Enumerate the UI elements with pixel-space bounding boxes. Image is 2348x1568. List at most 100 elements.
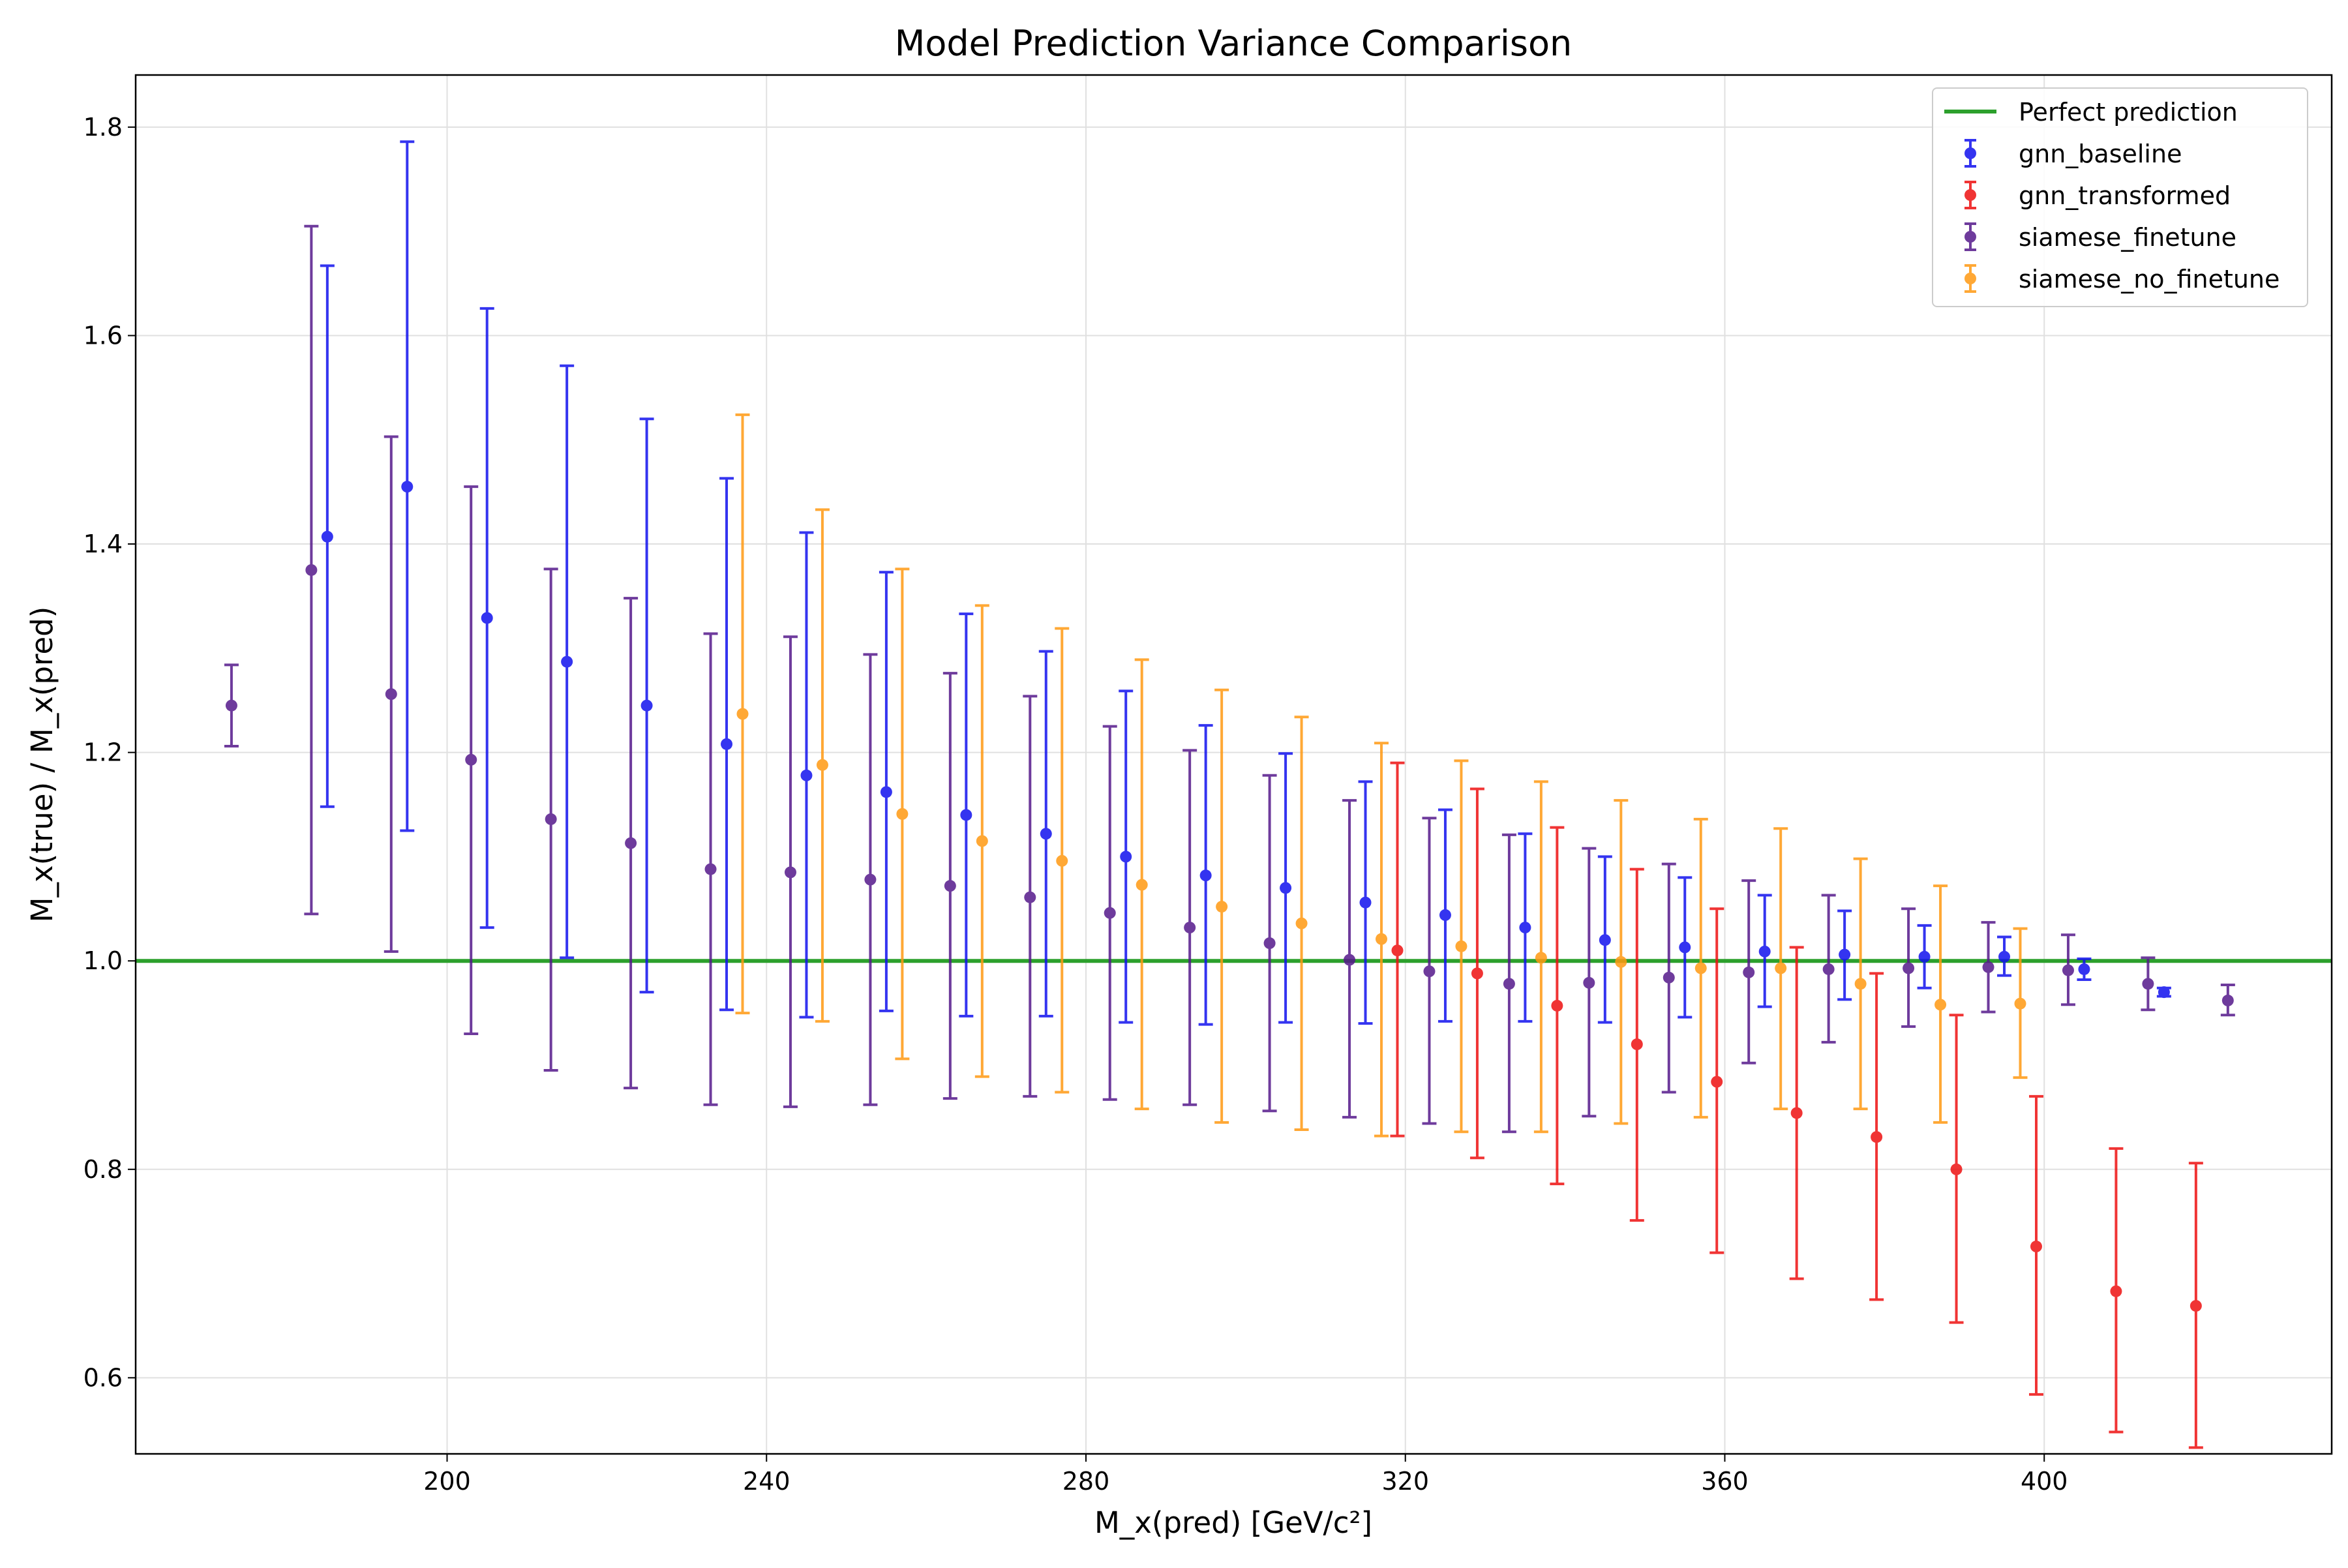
- data-point: [1376, 933, 1388, 945]
- data-point: [1359, 896, 1372, 909]
- y-axis-label: M_x(true) / M_x(pred): [25, 607, 59, 923]
- data-point: [2030, 1241, 2042, 1253]
- y-tick-label: 0.6: [83, 1363, 123, 1392]
- data-point: [305, 564, 318, 576]
- data-point: [800, 769, 813, 781]
- y-tick-label: 1.4: [83, 530, 123, 558]
- data-point: [816, 759, 828, 771]
- data-point: [880, 786, 892, 798]
- data-point: [1998, 950, 2011, 963]
- x-tick-label: 360: [1701, 1467, 1749, 1496]
- legend-label-gnn-transformed: gnn_transformed: [2019, 181, 2231, 210]
- x-tick-label: 200: [423, 1467, 471, 1496]
- axis-ticks: 200 240 280 320 360 400 0.6 0.8 1.0 1.2 1.4 1.6 1.8: [83, 113, 2068, 1496]
- x-tick-label: 320: [1381, 1467, 1429, 1496]
- series-gnn-baseline: [320, 140, 2171, 1026]
- data-point: [1216, 901, 1228, 913]
- x-tick-label: 240: [743, 1467, 790, 1496]
- series-layer: [224, 140, 2235, 1449]
- data-point: [1583, 976, 1595, 989]
- data-point: [2142, 978, 2154, 990]
- data-point: [385, 688, 397, 701]
- data-point: [1439, 909, 1451, 921]
- y-tick-label: 1.0: [83, 946, 123, 975]
- data-point: [1663, 971, 1675, 984]
- data-point: [1711, 1076, 1723, 1088]
- data-point: [1551, 999, 1563, 1012]
- data-point: [1918, 950, 1931, 963]
- data-point: [2190, 1300, 2202, 1312]
- data-point: [1295, 917, 1308, 929]
- data-point: [401, 481, 414, 493]
- data-point: [2078, 963, 2090, 975]
- data-point: [1199, 869, 1212, 882]
- x-axis-label: M_x(pred) [GeV/c²]: [1094, 1505, 1372, 1540]
- data-point: [625, 837, 637, 849]
- data-point: [1056, 854, 1068, 867]
- data-point: [1184, 922, 1196, 934]
- data-point: [864, 873, 877, 886]
- data-point: [2158, 986, 2170, 999]
- data-point: [1024, 891, 1036, 903]
- data-point: [1743, 966, 1755, 978]
- data-point: [1519, 922, 1531, 934]
- data-point: [465, 753, 477, 766]
- data-point: [321, 530, 333, 543]
- data-point: [1758, 945, 1771, 957]
- data-point: [1775, 962, 1787, 974]
- data-point: [976, 835, 988, 847]
- data-point: [2110, 1285, 2122, 1297]
- series-siamese-finetune: [224, 224, 2235, 1134]
- data-point: [1839, 948, 1851, 961]
- data-point: [1950, 1163, 1963, 1175]
- data-point: [960, 809, 972, 821]
- data-point: [1871, 1131, 1883, 1143]
- y-tick-label: 1.6: [83, 321, 123, 350]
- legend-label-siamese-no-finetune: siamese_no_finetune: [2019, 265, 2280, 294]
- y-tick-label: 0.8: [83, 1155, 123, 1184]
- data-point: [1854, 978, 1867, 990]
- data-point: [1280, 882, 1292, 894]
- legend-swatch-gnn-baseline: [1964, 139, 1976, 168]
- legend-swatch-siamese-finetune: [1964, 222, 1976, 251]
- data-point: [545, 813, 557, 825]
- data-point: [1455, 940, 1468, 952]
- data-point: [1615, 956, 1627, 968]
- data-point: [1423, 965, 1436, 978]
- legend-swatch-gnn-transformed: [1964, 181, 1976, 209]
- data-point: [561, 656, 573, 668]
- data-point: [1136, 879, 1148, 891]
- data-point: [640, 699, 653, 712]
- data-point: [896, 807, 909, 820]
- data-point: [2014, 997, 2026, 1010]
- data-point: [2221, 994, 2234, 1006]
- y-tick-label: 1.8: [83, 113, 123, 142]
- series-gnn-transformed: [1390, 761, 2203, 1449]
- data-point: [1694, 962, 1707, 974]
- data-point: [1631, 1038, 1643, 1051]
- legend-label-siamese-finetune: siamese_finetune: [2019, 223, 2236, 252]
- x-tick-label: 400: [2021, 1467, 2068, 1496]
- plot-frame: [134, 74, 2333, 1455]
- data-point: [1790, 1107, 1803, 1119]
- data-point: [784, 866, 796, 879]
- data-point: [1535, 952, 1547, 964]
- data-point: [1391, 944, 1404, 957]
- data-point: [1822, 963, 1835, 975]
- y-tick-label: 1.2: [83, 738, 123, 767]
- x-tick-label: 280: [1062, 1467, 1110, 1496]
- data-point: [1040, 828, 1052, 840]
- data-point: [1120, 851, 1132, 863]
- data-point: [481, 612, 493, 624]
- data-point: [1503, 978, 1515, 990]
- data-point: [1903, 962, 1915, 974]
- data-point: [1679, 941, 1691, 954]
- data-point: [944, 880, 956, 892]
- data-point: [1344, 954, 1356, 966]
- data-point: [225, 699, 237, 712]
- data-point: [721, 738, 733, 750]
- legend: Perfect prediction gnn_baseline gnn_transf…: [1932, 87, 2308, 307]
- data-point: [1263, 937, 1276, 950]
